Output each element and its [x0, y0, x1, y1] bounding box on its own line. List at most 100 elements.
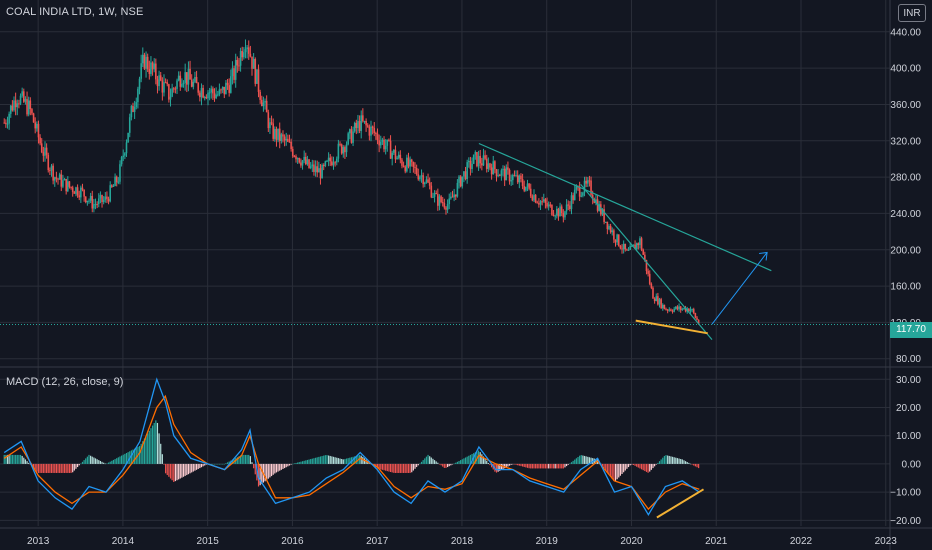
candle-body [679, 306, 682, 310]
candle-body [137, 88, 139, 103]
grid [0, 0, 890, 526]
macd-histogram-bar [440, 463, 442, 466]
macd-histogram-bar [438, 463, 441, 465]
candle-body [456, 182, 459, 197]
macd-histogram-bar [337, 458, 339, 464]
candle-body [375, 132, 377, 134]
candle-body [397, 154, 400, 158]
candle-body [161, 80, 164, 93]
macd-histogram-bar [627, 463, 630, 468]
macd-histogram-bar [671, 456, 674, 464]
macd-axis-label: −10.00 [890, 488, 921, 499]
candle-body [99, 195, 102, 199]
candle-body [503, 168, 506, 181]
candle-body [365, 120, 367, 126]
candle-body [358, 121, 361, 131]
candle-body [634, 244, 636, 249]
time-axis-label: 2023 [875, 536, 898, 547]
macd-histogram-bar [520, 463, 522, 467]
macd-histogram-bar [425, 456, 428, 464]
macd-histogram-bar [621, 463, 623, 474]
candle-body [463, 171, 465, 177]
candle-body [626, 249, 628, 251]
macd-histogram [3, 420, 700, 487]
macd-histogram-bar [176, 463, 178, 481]
candle-body [278, 128, 281, 142]
candle-body [153, 63, 156, 70]
macd-histogram-bar [649, 463, 651, 472]
macd-histogram-bar [93, 457, 95, 464]
candle-body [171, 88, 173, 97]
macd-histogram-bar [187, 463, 190, 475]
candle-body [109, 185, 111, 202]
candle-body [355, 122, 358, 129]
macd-histogram-bar [290, 463, 292, 465]
candle-body [329, 157, 332, 162]
candle-body [670, 309, 672, 311]
macd-histogram-bar [448, 463, 450, 467]
candle-body [107, 198, 110, 202]
candle-body [412, 161, 415, 167]
macd-histogram-bar [94, 458, 97, 464]
candle-body [119, 164, 121, 182]
candle-body [16, 103, 19, 108]
currency-button[interactable]: INR [898, 4, 926, 22]
macd-histogram-bar [422, 460, 424, 464]
macd-histogram-bar [556, 463, 558, 469]
candle-body [410, 159, 413, 162]
time-axis-label: 2017 [366, 536, 389, 547]
candle-body [207, 92, 209, 99]
macd-histogram-bar [655, 463, 657, 465]
macd-histogram-bar [19, 454, 22, 464]
macd-histogram-bar [287, 463, 289, 467]
macd-histogram-bar [458, 460, 460, 464]
candle-body [479, 155, 482, 164]
macd-histogram-bar [585, 456, 587, 464]
macd-histogram-bar [199, 463, 201, 469]
macd-histogram-bar [673, 457, 675, 464]
macd-histogram-bar [393, 463, 395, 473]
macd-histogram-bar [161, 454, 163, 464]
macd-histogram-bar [197, 463, 199, 469]
macd-histogram-bar [665, 455, 667, 464]
macd-histogram-bar [72, 463, 74, 473]
candle-body [609, 226, 612, 233]
candle-body [451, 196, 454, 198]
macd-histogram-bar [471, 454, 473, 464]
macd-histogram-bar [158, 433, 160, 464]
macd-histogram-bar [623, 463, 625, 473]
candle-body [287, 138, 289, 142]
candle-body [177, 75, 180, 81]
candle-body [132, 105, 134, 112]
macd-histogram-bar [153, 422, 155, 464]
macd-histogram-bar [311, 458, 313, 464]
macd-histogram-bar [482, 456, 485, 464]
candle-body [26, 99, 28, 115]
candle-body [298, 158, 301, 163]
macd-histogram-bar [300, 461, 302, 464]
macd-histogram-bar [479, 452, 481, 464]
macd-histogram-bar [85, 458, 87, 464]
candle-body [523, 186, 526, 191]
macd-histogram-bar [261, 463, 263, 484]
candle-body [350, 129, 353, 143]
candle-body [617, 234, 620, 246]
candle-body [406, 157, 408, 172]
candle-body [684, 307, 687, 312]
candle-body [352, 131, 354, 143]
macd-histogram-bar [580, 455, 582, 464]
candle-body [525, 186, 527, 191]
macd-histogram-bar [297, 462, 299, 464]
candle-body [112, 186, 115, 188]
candle-body [433, 192, 436, 197]
macd-histogram-bar [378, 463, 380, 469]
candle-body [401, 159, 403, 166]
macd-histogram-bar [464, 457, 467, 464]
candle-body [661, 304, 664, 309]
macd-histogram-bar [443, 463, 445, 468]
macd-histogram-bar [318, 456, 320, 464]
macd-histogram-bar [474, 452, 476, 464]
candle-body [575, 186, 578, 190]
macd-histogram-bar [404, 463, 406, 473]
